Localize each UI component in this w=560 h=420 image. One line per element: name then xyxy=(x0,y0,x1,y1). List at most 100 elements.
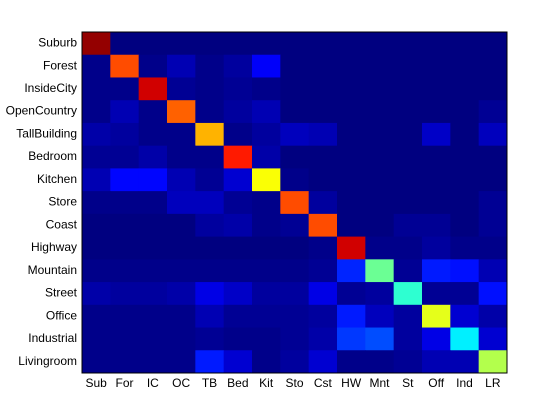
cell xyxy=(337,304,366,329)
cell xyxy=(365,282,395,306)
cell xyxy=(138,350,168,374)
cell xyxy=(422,304,451,329)
cell xyxy=(195,350,225,374)
cell xyxy=(308,350,338,374)
cell xyxy=(365,304,395,329)
cell xyxy=(138,259,168,283)
cell xyxy=(393,122,423,147)
cell xyxy=(195,213,225,238)
cell xyxy=(422,100,451,124)
cell xyxy=(337,350,366,374)
cell xyxy=(337,122,366,147)
cell xyxy=(110,282,140,306)
cell xyxy=(167,327,196,351)
cell xyxy=(138,213,168,238)
x-tick-label: Off xyxy=(428,376,444,390)
cell xyxy=(337,282,366,306)
cell xyxy=(110,259,140,283)
cell xyxy=(450,304,480,329)
cell xyxy=(195,282,225,306)
cell xyxy=(450,236,480,260)
cell xyxy=(195,122,225,147)
cell xyxy=(167,100,196,124)
cell xyxy=(308,191,338,215)
cell xyxy=(308,213,338,238)
cell xyxy=(223,350,253,374)
cell xyxy=(337,145,366,169)
cell xyxy=(422,77,451,101)
y-tick-label: Store xyxy=(48,195,77,209)
cell xyxy=(450,122,480,147)
cell xyxy=(393,54,423,78)
cell xyxy=(450,213,480,238)
cell xyxy=(365,259,395,283)
x-tick-label: St xyxy=(402,376,414,390)
cell xyxy=(450,145,480,169)
cell xyxy=(138,191,168,215)
y-tick-label: InsideCity xyxy=(24,81,77,95)
cell xyxy=(450,282,480,306)
plot-frame xyxy=(81,31,508,374)
cell xyxy=(82,54,111,78)
cell xyxy=(308,327,338,351)
cell xyxy=(252,191,281,215)
cell xyxy=(110,327,140,351)
cell xyxy=(223,259,253,283)
cell xyxy=(308,259,338,283)
cell xyxy=(478,100,508,124)
cell xyxy=(478,282,508,306)
cell xyxy=(337,168,366,192)
cell xyxy=(195,54,225,78)
cell xyxy=(138,122,168,147)
cell xyxy=(422,236,451,260)
cell xyxy=(138,304,168,329)
cell xyxy=(478,145,508,169)
cell xyxy=(365,350,395,374)
cell xyxy=(422,282,451,306)
cell xyxy=(478,77,508,101)
cell xyxy=(450,77,480,101)
cell xyxy=(138,77,168,101)
cell xyxy=(82,350,111,374)
y-tick-label: Street xyxy=(45,286,78,300)
cell xyxy=(478,32,508,56)
cell xyxy=(167,32,196,56)
cell xyxy=(450,32,480,56)
cell xyxy=(450,191,480,215)
cell xyxy=(365,54,395,78)
cell xyxy=(478,304,508,329)
cell xyxy=(252,77,281,101)
cell xyxy=(280,191,310,215)
cell xyxy=(167,191,196,215)
cell xyxy=(167,304,196,329)
cell xyxy=(110,122,140,147)
y-tick-label: OpenCountry xyxy=(6,104,77,118)
cell xyxy=(450,259,480,283)
cell xyxy=(280,77,310,101)
y-tick-label: Highway xyxy=(31,240,77,254)
cell xyxy=(393,77,423,101)
cell xyxy=(195,327,225,351)
cell xyxy=(252,168,281,192)
cell xyxy=(195,145,225,169)
cell xyxy=(478,259,508,283)
cell xyxy=(393,327,423,351)
cell xyxy=(337,327,366,351)
cell xyxy=(365,236,395,260)
cell xyxy=(478,350,508,374)
cell xyxy=(450,327,480,351)
cell xyxy=(422,54,451,78)
cell xyxy=(195,236,225,260)
y-tick-label: Industrial xyxy=(28,331,77,345)
cell xyxy=(365,122,395,147)
cell xyxy=(337,259,366,283)
cell xyxy=(280,54,310,78)
x-tick-label: Bed xyxy=(227,376,248,390)
x-tick-label: Sub xyxy=(85,376,107,390)
cell xyxy=(252,282,281,306)
cell xyxy=(82,77,111,101)
x-tick-label: IC xyxy=(147,376,159,390)
cell xyxy=(138,282,168,306)
cell xyxy=(280,145,310,169)
cell xyxy=(223,122,253,147)
